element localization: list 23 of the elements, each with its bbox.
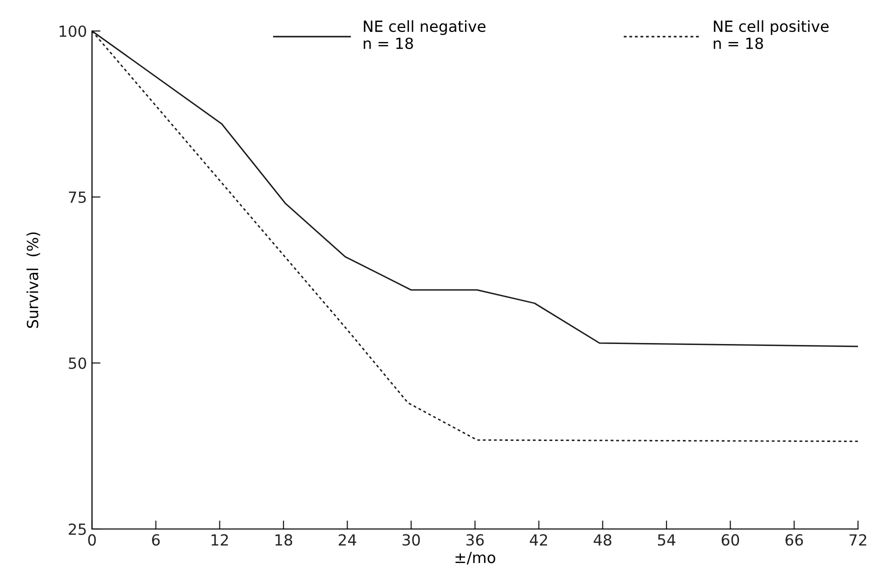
y-axis-title: Survival (%) — [26, 232, 40, 328]
x-tick-label: 66 — [786, 534, 803, 546]
x-tick-label: 42 — [530, 534, 548, 546]
x-tick-label: 30 — [402, 534, 420, 546]
x-tick-label: 6 — [152, 534, 160, 546]
y-tick-label: 75 — [68, 192, 86, 204]
annotation: n = 18 — [714, 38, 763, 50]
x-tick-label: 60 — [722, 534, 740, 546]
legend-label: NE cell negative — [364, 20, 486, 35]
x-axis-title: ±/mo — [456, 552, 496, 564]
x-tick-label: 0 — [88, 534, 96, 546]
x-tick-label: 36 — [466, 534, 484, 546]
x-tick-label: 54 — [658, 534, 676, 546]
x-tick-label: 72 — [850, 534, 866, 546]
y-tick-label: 50 — [68, 357, 86, 370]
legend-label: NE cell positive — [714, 20, 829, 35]
y-tick-label: 25 — [68, 523, 86, 536]
x-tick-label: 18 — [275, 534, 292, 546]
y-tick-label: 100 — [60, 25, 86, 38]
x-tick-label: 12 — [212, 534, 228, 546]
x-tick-label: 24 — [338, 534, 356, 546]
annotation: n = 18 — [364, 38, 413, 50]
x-tick-label: 48 — [594, 534, 612, 546]
